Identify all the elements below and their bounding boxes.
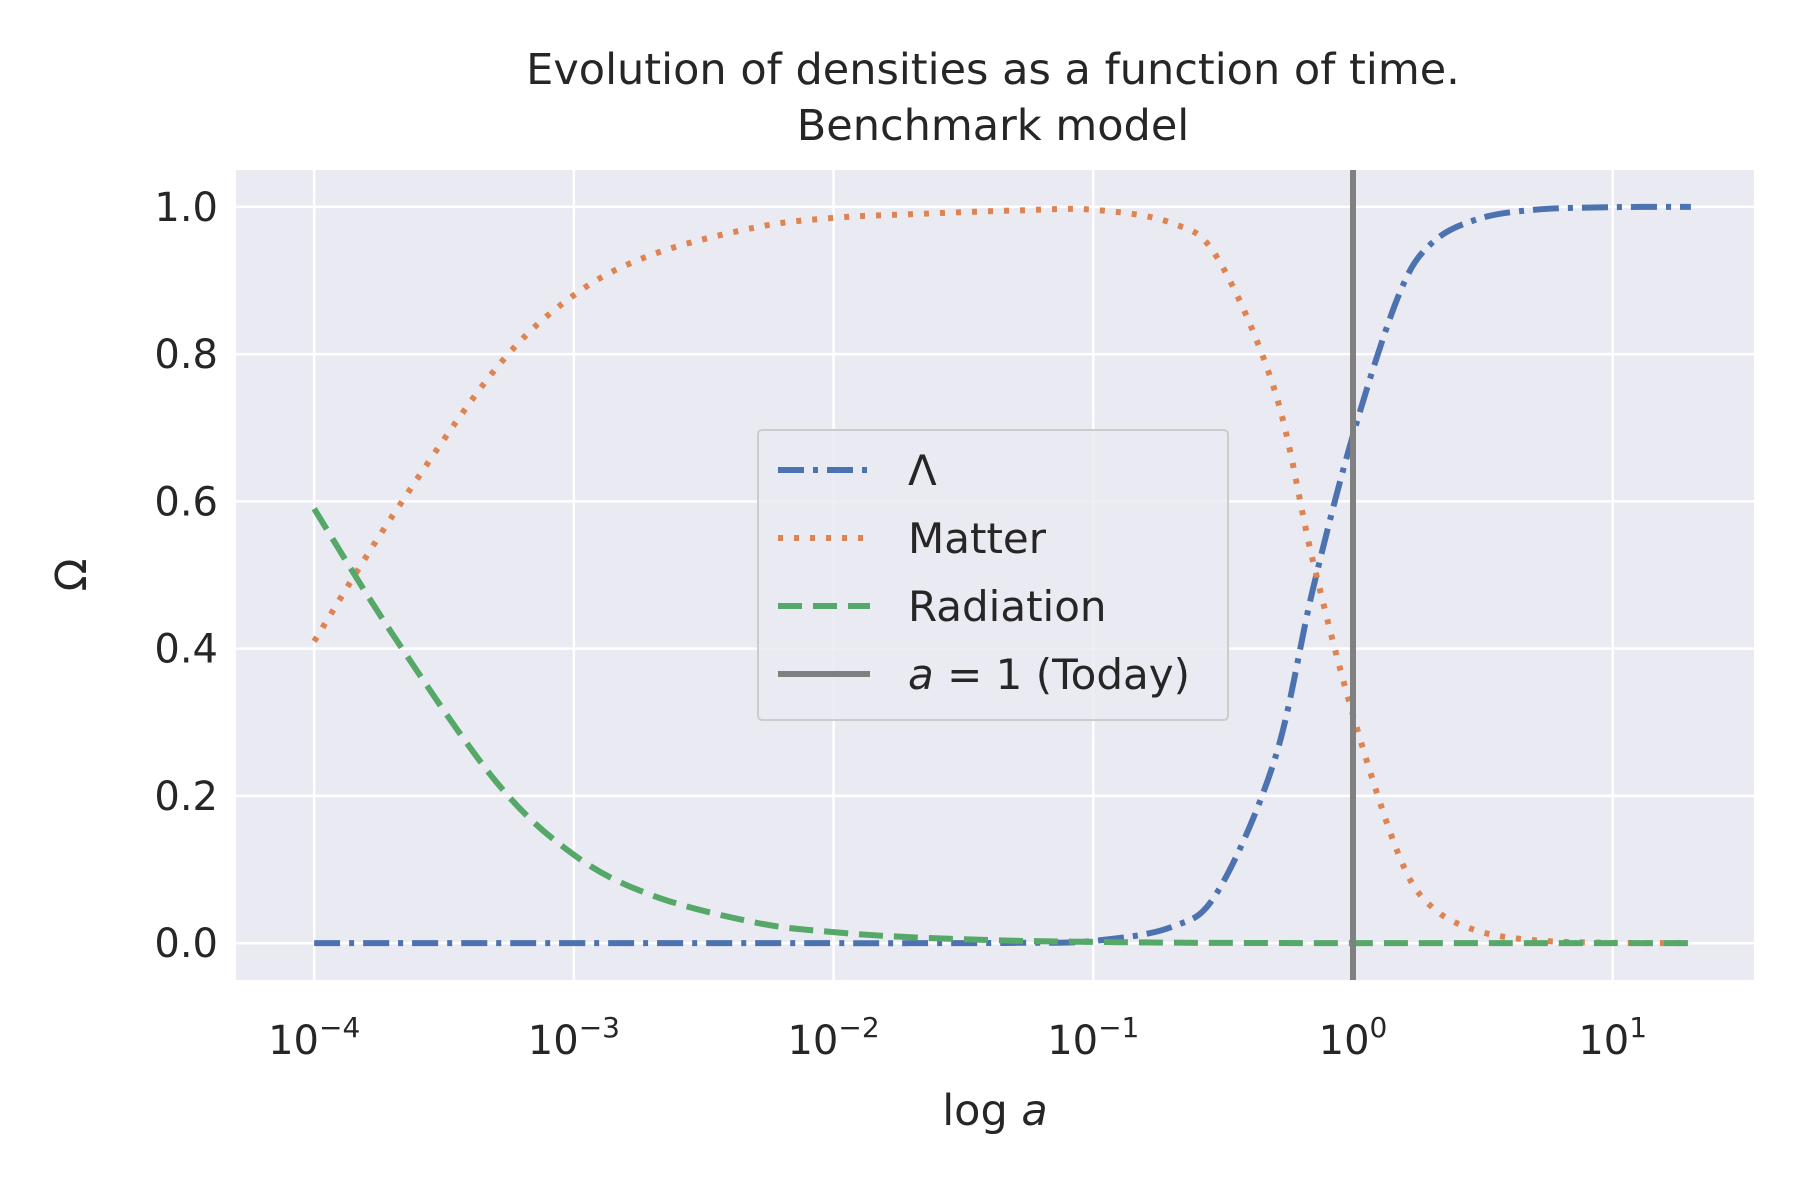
y-tick-label-1: 0.2 bbox=[154, 774, 218, 820]
legend-label-1: Λ bbox=[908, 446, 937, 495]
y-tick-labels: 0.0 0.2 0.4 0.6 0.8 1.0 bbox=[154, 185, 218, 967]
x-axis-label: log a bbox=[942, 1086, 1048, 1136]
series-line-3 bbox=[311, 507, 1691, 947]
x-tick-label-4: 100 bbox=[1319, 1011, 1388, 1064]
y-tick-label-0: 0.0 bbox=[154, 921, 218, 967]
x-tick-labels: 10−4 10−3 10−2 10−1 100 101 bbox=[268, 1011, 1647, 1064]
x-tick-label-3: 10−1 bbox=[1047, 1011, 1139, 1064]
x-tick-label-5: 101 bbox=[1578, 1011, 1647, 1064]
x-tick-label-2: 10−2 bbox=[787, 1011, 879, 1064]
legend-label-3: Radiation bbox=[908, 582, 1107, 631]
x-tick-label-1: 10−3 bbox=[528, 1011, 620, 1064]
legend-label-2: Matter bbox=[908, 514, 1047, 563]
legend: Λ Matter Radiation a = 1 (Today) bbox=[757, 429, 1229, 721]
y-tick-label-4: 0.8 bbox=[154, 332, 218, 378]
series-line-2 bbox=[311, 205, 1691, 947]
x-tick-label-0: 10−4 bbox=[268, 1011, 360, 1064]
y-tick-label-3: 0.6 bbox=[154, 479, 218, 525]
legend-box bbox=[757, 429, 1229, 721]
series-layer bbox=[311, 203, 1691, 947]
y-axis-label: Ω bbox=[47, 559, 97, 592]
legend-label-4: a = 1 (Today) bbox=[908, 650, 1190, 699]
y-tick-label-5: 1.0 bbox=[154, 185, 218, 231]
chart-subtitle: Benchmark model bbox=[797, 101, 1189, 151]
y-tick-label-2: 0.4 bbox=[154, 627, 218, 673]
chart-title: Evolution of densities as a function of … bbox=[526, 45, 1460, 95]
